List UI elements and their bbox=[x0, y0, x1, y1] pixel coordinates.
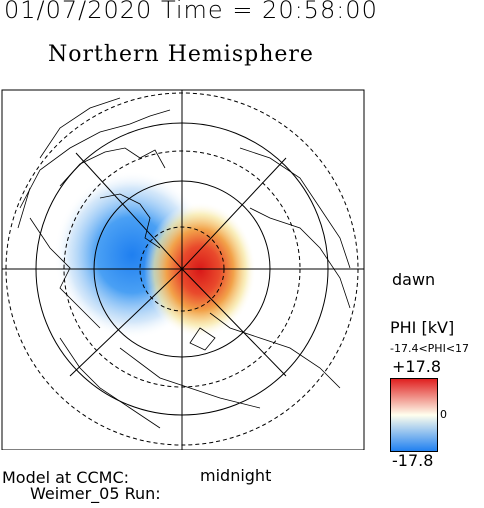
colorbar-min-label: -17.8 bbox=[392, 451, 434, 470]
run-label: Weimer_05 Run: bbox=[30, 484, 161, 503]
polar-map bbox=[1, 89, 365, 450]
midnight-label: midnight bbox=[200, 466, 272, 485]
positive-potential-cell bbox=[144, 202, 256, 338]
date-time-title: 01/07/2020 Time = 20:58:00 bbox=[4, 0, 378, 24]
meridian-grid bbox=[2, 90, 364, 450]
coastlines bbox=[17, 97, 351, 429]
colorbar-max-label: +17.8 bbox=[392, 357, 442, 376]
colorbar-range: -17.4<PHI<17 bbox=[390, 342, 470, 355]
colorbar-zero-label: 0 bbox=[440, 408, 447, 421]
dawn-label: dawn bbox=[392, 270, 436, 289]
colorbar-title: PHI [kV] bbox=[390, 318, 455, 337]
model-label: Model at CCMC: bbox=[2, 468, 129, 487]
colorbar bbox=[390, 378, 438, 452]
hemisphere-title: Northern Hemisphere bbox=[48, 42, 314, 67]
